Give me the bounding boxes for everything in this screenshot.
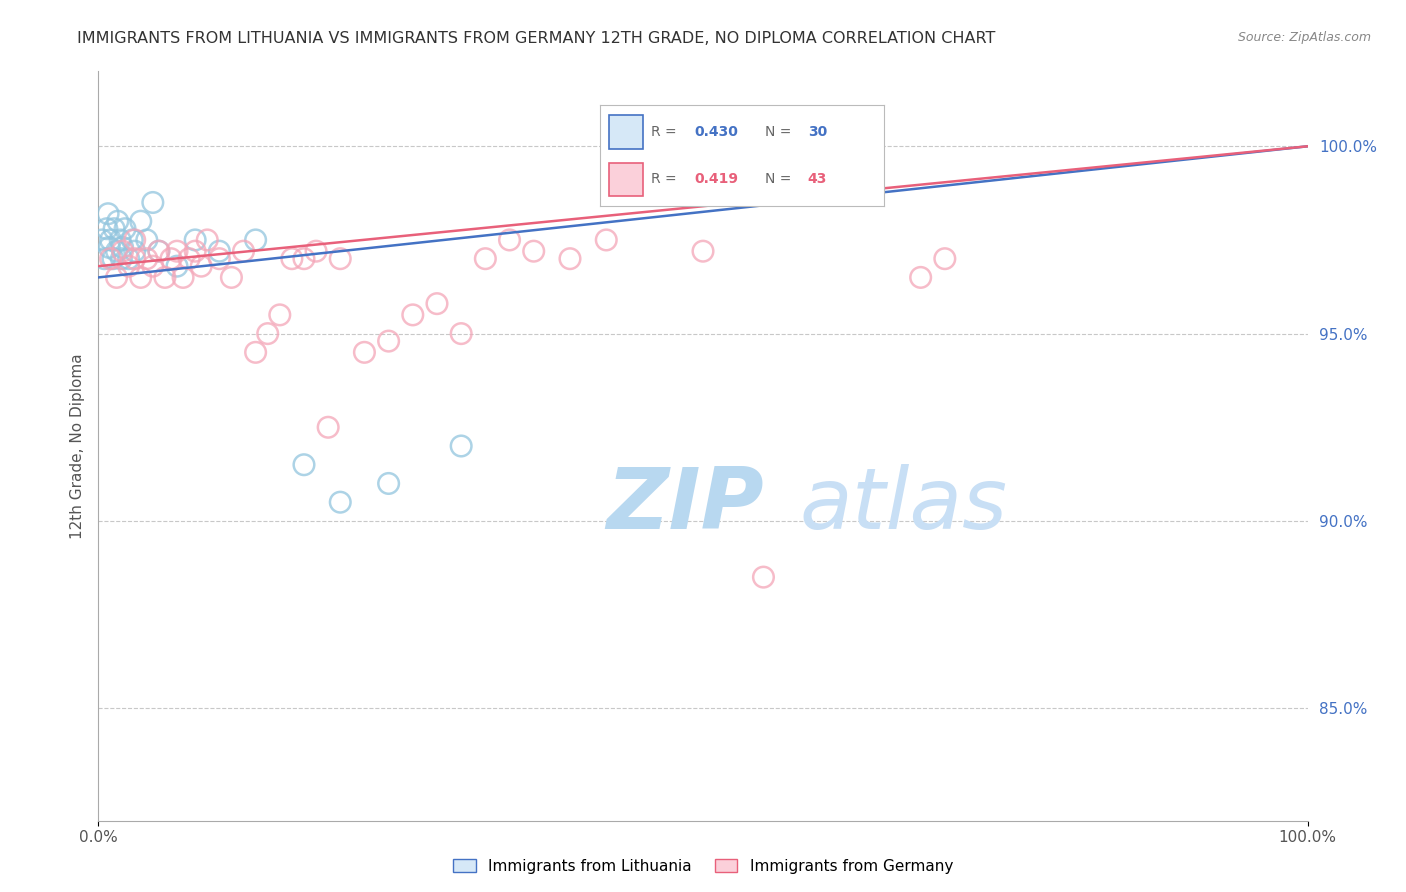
Y-axis label: 12th Grade, No Diploma: 12th Grade, No Diploma — [69, 353, 84, 539]
Point — [129, 214, 152, 228]
Point — [118, 252, 141, 266]
Point — [232, 244, 254, 259]
Point — [142, 259, 165, 273]
Point — [100, 233, 122, 247]
Point — [474, 252, 496, 266]
Point — [148, 244, 170, 259]
Point — [558, 252, 581, 266]
Point — [124, 233, 146, 247]
Point — [595, 233, 617, 247]
Point — [245, 233, 267, 247]
Point — [110, 252, 132, 266]
Point — [98, 240, 121, 254]
Text: atlas: atlas — [800, 465, 1008, 548]
Text: ZIP: ZIP — [606, 465, 763, 548]
Text: Source: ZipAtlas.com: Source: ZipAtlas.com — [1237, 31, 1371, 45]
Point — [135, 252, 157, 266]
Point — [752, 139, 775, 153]
Point — [135, 233, 157, 247]
Point — [172, 270, 194, 285]
Point — [121, 233, 143, 247]
Text: IMMIGRANTS FROM LITHUANIA VS IMMIGRANTS FROM GERMANY 12TH GRADE, NO DIPLOMA CORR: IMMIGRANTS FROM LITHUANIA VS IMMIGRANTS … — [77, 31, 995, 46]
Point — [208, 252, 231, 266]
Point — [221, 270, 243, 285]
Point — [256, 326, 278, 341]
Point — [329, 495, 352, 509]
Point — [208, 244, 231, 259]
Point — [910, 270, 932, 285]
Point — [245, 345, 267, 359]
Point — [377, 334, 399, 348]
Point — [269, 308, 291, 322]
Point — [160, 252, 183, 266]
Point — [148, 244, 170, 259]
Point — [316, 420, 339, 434]
Point — [281, 252, 304, 266]
Point — [450, 439, 472, 453]
Point — [118, 259, 141, 273]
Point — [523, 244, 546, 259]
Point — [111, 244, 134, 259]
Point — [184, 233, 207, 247]
Point — [97, 207, 120, 221]
Point — [305, 244, 328, 259]
Point — [692, 244, 714, 259]
Point — [353, 345, 375, 359]
Point — [114, 221, 136, 235]
Point — [179, 252, 201, 266]
Point — [934, 252, 956, 266]
Point — [103, 221, 125, 235]
Point — [292, 458, 315, 472]
Point — [101, 252, 124, 266]
Point — [93, 252, 115, 266]
Point — [166, 259, 188, 273]
Point — [184, 244, 207, 259]
Point — [377, 476, 399, 491]
Point — [111, 240, 134, 254]
Point — [129, 270, 152, 285]
Point — [105, 244, 128, 259]
Point — [426, 296, 449, 310]
Point — [195, 233, 218, 247]
Point — [166, 244, 188, 259]
Point — [96, 221, 118, 235]
Point — [402, 308, 425, 322]
Point — [91, 233, 114, 247]
Point — [450, 326, 472, 341]
Point — [124, 252, 146, 266]
Point — [107, 214, 129, 228]
Point — [105, 270, 128, 285]
Point — [329, 252, 352, 266]
Point — [498, 233, 520, 247]
Point — [752, 570, 775, 584]
Point — [292, 252, 315, 266]
Point — [108, 233, 131, 247]
Point — [190, 259, 212, 273]
Point — [153, 270, 176, 285]
Legend: Immigrants from Lithuania, Immigrants from Germany: Immigrants from Lithuania, Immigrants fr… — [447, 853, 959, 880]
Point — [100, 252, 122, 266]
Point — [124, 244, 146, 259]
Point — [142, 195, 165, 210]
